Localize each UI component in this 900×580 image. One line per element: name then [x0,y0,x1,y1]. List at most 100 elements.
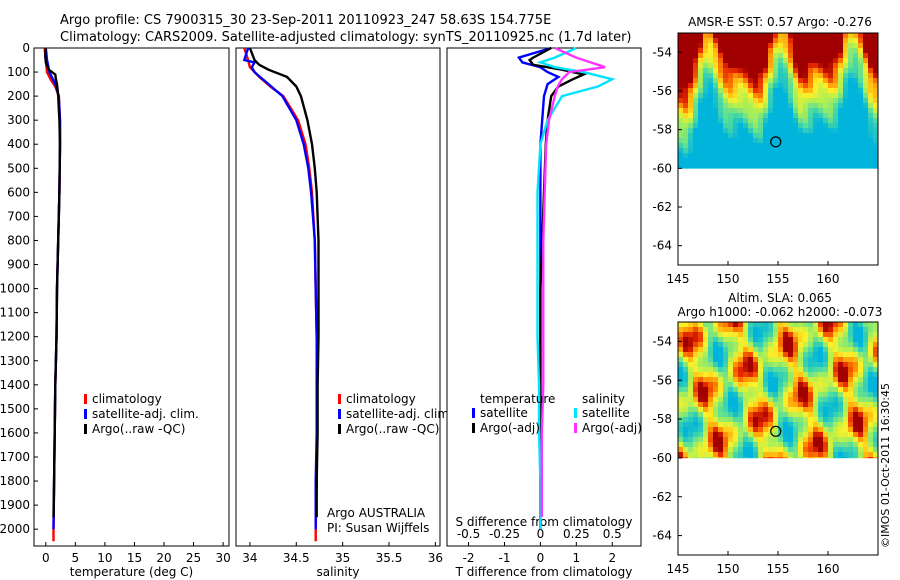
map-cell [753,392,759,398]
header-line1: Argo profile: CS 7900315_30 23-Sep-2011 … [60,13,551,28]
map-cell [693,163,699,169]
map-cell [843,412,849,418]
map-cell [698,98,704,104]
map-cell [783,397,789,403]
map-cell [693,63,699,69]
map-cell [868,402,874,408]
map-cell [848,447,854,453]
map-cell [768,452,774,458]
map-cell [868,397,874,403]
map-cell [783,128,789,134]
map-cell [703,352,709,358]
map-cell [718,128,724,134]
map-cell [713,113,719,119]
map-cell [823,98,829,104]
legend-swatch [84,394,87,404]
map-cell [868,322,874,328]
x-axis-label: salinity [316,565,359,579]
map-cell [683,352,689,358]
map-cell [843,78,849,84]
map-cell [728,98,734,104]
map-cell [788,362,794,368]
map-cell [803,442,809,448]
map-cell [808,168,814,169]
map-cell [718,342,724,348]
map-cell [838,98,844,104]
map-cell [863,148,869,154]
map-cell [768,73,774,79]
map-cell [748,78,754,84]
s-tick-label: 0.5 [603,527,622,541]
map-cell [863,133,869,139]
map-cell [678,432,684,438]
map-cell [743,442,749,448]
map-cell [848,382,854,388]
map-cell [708,163,714,169]
map-cell [728,447,734,453]
map-cell [703,128,709,134]
y-tick-label: -60 [652,451,672,465]
map-cell [798,337,804,343]
map-cell [763,68,769,74]
map-cell [853,367,859,373]
map-cell [693,123,699,129]
map-cell [793,63,799,69]
map-cell [693,432,699,438]
map-cell [733,83,739,89]
map-cell [808,437,814,443]
map-cell [848,108,854,114]
map-cell [808,422,814,428]
map-cell [698,48,704,54]
map-cell [678,108,684,114]
map-cell [833,442,839,448]
map-cell [688,427,694,433]
map-cell [818,387,824,393]
map-cell [778,163,784,169]
map-cell [813,407,819,413]
map-cell [828,88,834,94]
map-cell [703,442,709,448]
map-cell [783,372,789,378]
map-cell [778,48,784,54]
map-cell [813,48,819,54]
map-cell [788,357,794,363]
map-cell [698,457,704,459]
map-cell [833,412,839,418]
map-cell [873,68,879,74]
map-cell [788,322,794,328]
map-cell [718,88,724,94]
map-cell [758,432,764,438]
map-cell [758,63,764,69]
map-cell [713,332,719,338]
map-cell [828,68,834,74]
map-cell [833,63,839,69]
map-cell [703,452,709,458]
map-cell [728,133,734,139]
map-cell [853,427,859,433]
map-cell [743,377,749,383]
map-cell [703,412,709,418]
map-cell [703,422,709,428]
map-cell [863,53,869,59]
map-cell [753,332,759,338]
map-cell [818,103,824,109]
map-cell [743,163,749,169]
map-cell [738,158,744,164]
map-cell [728,382,734,388]
map-cell [683,422,689,428]
map-cell [733,168,739,169]
map-cell [768,123,774,129]
map-cell [798,93,804,99]
map-cell [858,407,864,413]
map-cell [678,452,684,458]
map-cell [803,168,809,169]
map-cell [773,98,779,104]
map-cell [683,427,689,433]
map-cell [753,357,759,363]
map-cell [868,38,874,44]
map-cell [693,337,699,343]
map-cell [798,407,804,413]
map-cell [728,407,734,413]
map-cell [728,38,734,44]
map-cell [683,163,689,169]
